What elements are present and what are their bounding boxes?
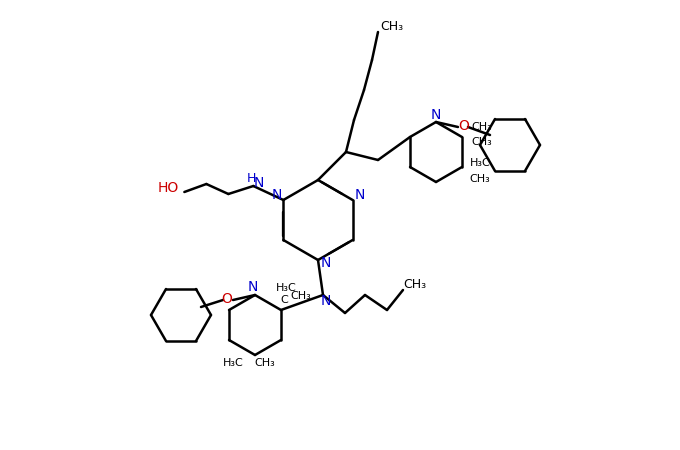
Text: N: N — [248, 280, 258, 294]
Text: H₃C: H₃C — [222, 358, 243, 368]
Text: N: N — [253, 176, 264, 190]
Text: CH₃: CH₃ — [290, 291, 311, 301]
Text: H₃C: H₃C — [470, 158, 490, 168]
Text: CH₃: CH₃ — [472, 137, 492, 147]
Text: C: C — [280, 295, 288, 305]
Text: CH₃: CH₃ — [403, 279, 426, 292]
Text: N: N — [271, 188, 282, 202]
Text: O: O — [458, 119, 469, 133]
Text: N: N — [431, 108, 441, 122]
Text: H: H — [247, 172, 256, 185]
Text: N: N — [321, 294, 331, 308]
Text: CH₃: CH₃ — [470, 174, 490, 184]
Text: O: O — [222, 292, 233, 306]
Text: CH₃: CH₃ — [254, 358, 275, 368]
Text: H₃C: H₃C — [275, 283, 296, 293]
Text: CH₃: CH₃ — [472, 122, 492, 132]
Text: CH₃: CH₃ — [380, 19, 403, 32]
Text: N: N — [321, 256, 331, 270]
Text: HO: HO — [158, 181, 179, 195]
Text: N: N — [354, 188, 365, 202]
